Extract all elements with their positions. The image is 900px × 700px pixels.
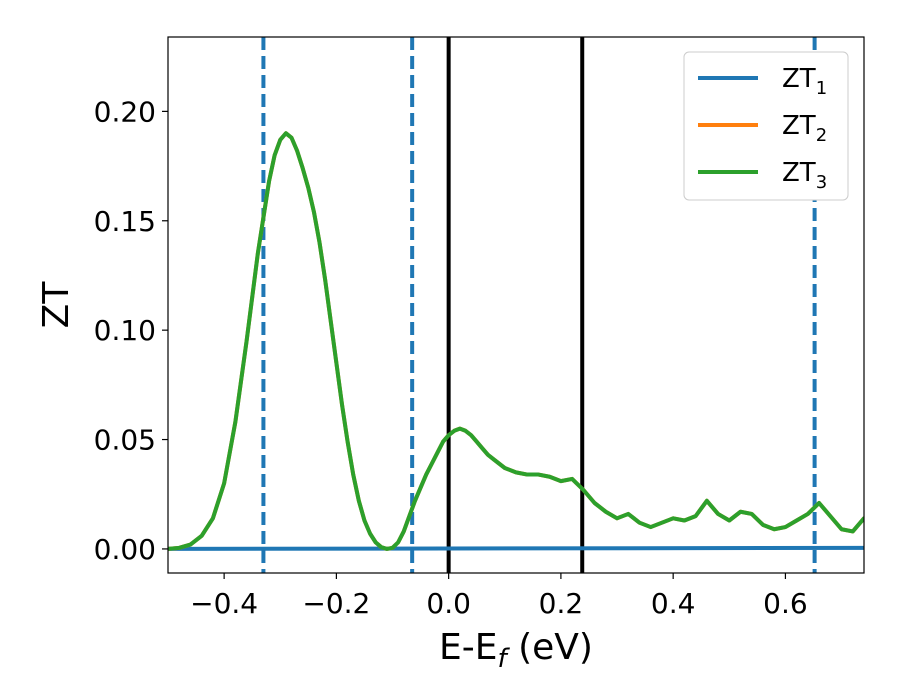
x-tick-label: 0.2 [539,587,584,620]
legend: ZT1 ZT2 ZT3 [683,51,849,201]
y-tick-label: 0.00 [94,533,156,566]
x-axis-ticks: −0.4 −0.2 0.0 0.2 0.4 0.6 [190,573,808,620]
legend-label-2: ZT2 [782,111,827,146]
legend-label-1: ZT1 [782,64,827,99]
plot-frame [167,36,865,574]
x-tick-label: 0.0 [426,587,471,620]
series-line-zt1 [168,545,864,551]
x-tick-label: 0.4 [651,587,696,620]
x-tick-label: 0.6 [763,587,808,620]
y-tick-label: 0.05 [94,424,156,457]
vertical-reference-lines [261,37,817,573]
series-lines [168,131,864,551]
x-axis-title: E-Ef (eV) [439,627,593,674]
legend-frame [683,51,849,201]
legend-label-3: ZT3 [782,158,827,193]
y-tick-label: 0.10 [94,314,156,347]
y-tick-label: 0.15 [94,205,156,238]
series-line-zt3 [168,131,864,551]
x-tick-label: −0.4 [190,587,258,620]
y-axis-ticks: 0.00 0.05 0.10 0.15 0.20 [94,95,168,566]
y-tick-label: 0.20 [94,95,156,128]
x-tick-label: −0.2 [302,587,370,620]
y-axis-title: ZT [36,281,77,329]
